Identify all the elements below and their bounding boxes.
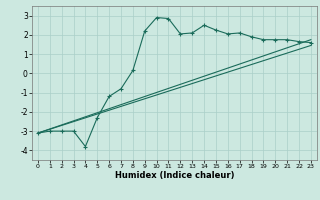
X-axis label: Humidex (Indice chaleur): Humidex (Indice chaleur): [115, 171, 234, 180]
